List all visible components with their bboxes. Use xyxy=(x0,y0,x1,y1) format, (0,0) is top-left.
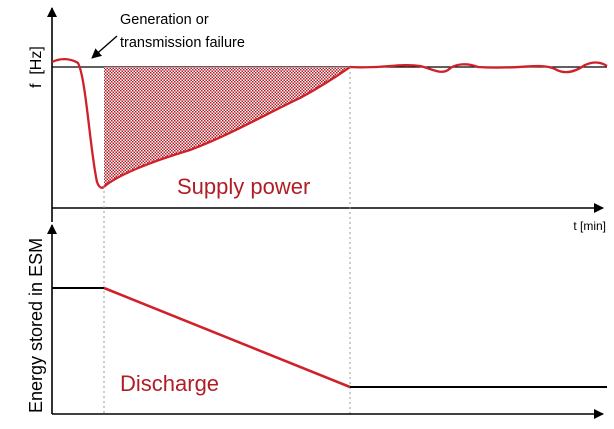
energy-discharge-ramp xyxy=(103,286,351,389)
supply-power-label: Supply power xyxy=(177,174,310,199)
top-x-axis-label: t [min] xyxy=(573,219,606,233)
bottom-y-axis-label: Energy stored in ESM xyxy=(26,238,46,413)
annotation-line-2: transmission failure xyxy=(120,35,245,51)
annotation-line-1: Generation or xyxy=(120,12,209,28)
supply-power-area xyxy=(104,67,350,186)
frequency-curve xyxy=(51,57,608,189)
failure-annotation-arrow xyxy=(91,35,118,59)
top-y-axis-label: f [Hz] xyxy=(28,46,45,88)
discharge-label: Discharge xyxy=(120,371,219,396)
